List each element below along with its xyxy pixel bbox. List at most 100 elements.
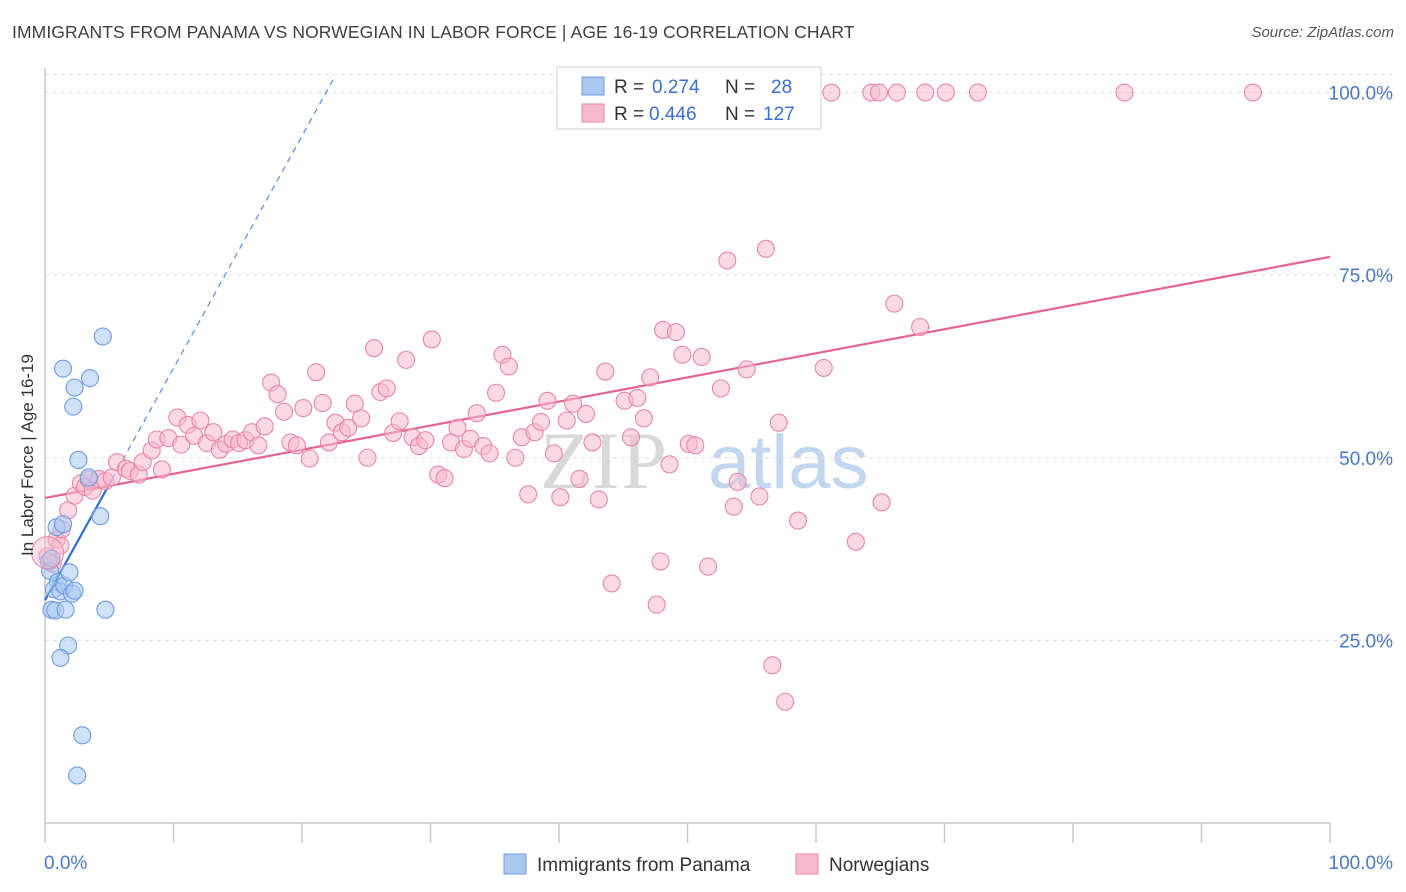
point-norwegians[interactable] xyxy=(576,404,596,423)
point-norwegians[interactable] xyxy=(660,455,679,474)
point-norwegians[interactable] xyxy=(416,431,435,450)
point-norwegians[interactable] xyxy=(313,393,332,413)
point-norwegians[interactable] xyxy=(628,388,647,407)
point-norwegians[interactable] xyxy=(307,363,326,382)
point-norwegians[interactable] xyxy=(814,358,833,377)
point-norwegians[interactable] xyxy=(499,357,518,376)
point-norwegians[interactable] xyxy=(602,574,621,593)
point-panama[interactable] xyxy=(93,327,112,346)
point-norwegians[interactable] xyxy=(255,417,274,436)
point-norwegians[interactable] xyxy=(869,83,889,102)
point-panama[interactable] xyxy=(65,581,84,600)
point-norwegians[interactable] xyxy=(422,330,441,349)
point-norwegians[interactable] xyxy=(750,487,769,506)
point-norwegians[interactable] xyxy=(916,83,935,102)
point-norwegians[interactable] xyxy=(435,469,454,488)
point-panama[interactable] xyxy=(56,600,75,619)
point-norwegians[interactable] xyxy=(486,383,506,402)
point-norwegians[interactable] xyxy=(531,412,551,432)
point-norwegians[interactable] xyxy=(564,394,583,413)
point-norwegians[interactable] xyxy=(390,412,409,431)
point-norwegians[interactable] xyxy=(872,493,891,512)
point-norwegians[interactable] xyxy=(467,404,486,423)
point-norwegians[interactable] xyxy=(319,433,339,452)
point-norwegians[interactable] xyxy=(204,423,223,442)
point-norwegians[interactable] xyxy=(711,379,730,398)
point-norwegians[interactable] xyxy=(397,350,416,369)
point-norwegians[interactable] xyxy=(651,552,670,571)
point-norwegians[interactable] xyxy=(268,385,287,404)
bottom-legend-label-norwegians[interactable]: Norwegians xyxy=(829,855,929,876)
point-norwegians[interactable] xyxy=(191,411,210,430)
point-norwegians[interactable] xyxy=(544,444,563,463)
bottom-legend-swatch-norwegians[interactable] xyxy=(795,853,819,875)
point-norwegians[interactable] xyxy=(737,360,756,379)
point-norwegians[interactable] xyxy=(583,433,602,452)
point-norwegians[interactable] xyxy=(728,472,747,491)
point-panama[interactable] xyxy=(42,549,61,568)
point-norwegians[interactable] xyxy=(718,251,737,270)
point-norwegians[interactable] xyxy=(885,294,904,313)
point-norwegians[interactable] xyxy=(692,347,711,367)
point-norwegians[interactable] xyxy=(673,345,692,364)
point-norwegians[interactable] xyxy=(641,368,660,387)
point-panama[interactable] xyxy=(91,507,110,526)
point-norwegians[interactable] xyxy=(1243,83,1262,102)
point-norwegians[interactable] xyxy=(769,413,788,432)
point-panama[interactable] xyxy=(96,600,115,619)
point-norwegians[interactable] xyxy=(968,83,987,102)
point-norwegians[interactable] xyxy=(756,239,775,258)
point-norwegians[interactable] xyxy=(887,83,907,102)
point-panama[interactable] xyxy=(60,563,79,582)
point-panama[interactable] xyxy=(53,515,73,534)
point-norwegians[interactable] xyxy=(1115,83,1134,102)
point-panama[interactable] xyxy=(68,766,87,785)
data-points[interactable] xyxy=(31,83,1262,785)
point-norwegians[interactable] xyxy=(249,436,268,455)
point-panama[interactable] xyxy=(69,450,88,470)
point-norwegians[interactable] xyxy=(634,409,653,428)
point-norwegians[interactable] xyxy=(589,490,608,509)
point-norwegians[interactable] xyxy=(551,488,570,507)
point-norwegians[interactable] xyxy=(822,83,841,102)
point-norwegians[interactable] xyxy=(911,317,930,337)
point-norwegians[interactable] xyxy=(647,595,666,614)
point-panama[interactable] xyxy=(79,468,98,487)
point-norwegians[interactable] xyxy=(557,411,576,430)
point-panama[interactable] xyxy=(80,369,100,388)
bottom-legend-swatch-panama[interactable] xyxy=(503,853,527,875)
bottom-legend-label-panama[interactable]: Immigrants from Panama xyxy=(537,855,751,876)
point-norwegians[interactable] xyxy=(300,449,319,468)
point-panama[interactable] xyxy=(64,397,83,416)
point-cluster-norwegians[interactable] xyxy=(31,536,65,570)
point-norwegians[interactable] xyxy=(506,448,525,467)
point-norwegians[interactable] xyxy=(936,83,955,102)
point-norwegians[interactable] xyxy=(846,532,865,551)
point-norwegians[interactable] xyxy=(686,436,705,455)
point-norwegians[interactable] xyxy=(621,428,641,447)
point-norwegians[interactable] xyxy=(788,511,808,530)
point-norwegians[interactable] xyxy=(377,379,396,398)
point-norwegians[interactable] xyxy=(358,448,377,467)
point-panama[interactable] xyxy=(65,378,84,397)
point-norwegians[interactable] xyxy=(294,399,313,418)
point-panama[interactable] xyxy=(53,359,73,378)
point-norwegians[interactable] xyxy=(274,402,294,421)
point-norwegians[interactable] xyxy=(666,323,685,342)
point-norwegians[interactable] xyxy=(538,391,557,410)
point-norwegians[interactable] xyxy=(776,692,795,711)
point-norwegians[interactable] xyxy=(448,418,467,437)
point-norwegians[interactable] xyxy=(480,444,499,463)
point-norwegians[interactable] xyxy=(519,485,538,504)
point-panama[interactable] xyxy=(73,726,92,745)
point-norwegians[interactable] xyxy=(287,436,306,455)
point-norwegians[interactable] xyxy=(596,362,615,381)
point-norwegians[interactable] xyxy=(763,656,782,675)
point-panama[interactable] xyxy=(51,648,70,667)
point-norwegians[interactable] xyxy=(339,418,358,437)
point-norwegians[interactable] xyxy=(172,435,191,454)
point-norwegians[interactable] xyxy=(699,557,718,576)
point-norwegians[interactable] xyxy=(364,339,384,358)
point-norwegians[interactable] xyxy=(724,497,743,516)
point-norwegians[interactable] xyxy=(352,409,371,428)
